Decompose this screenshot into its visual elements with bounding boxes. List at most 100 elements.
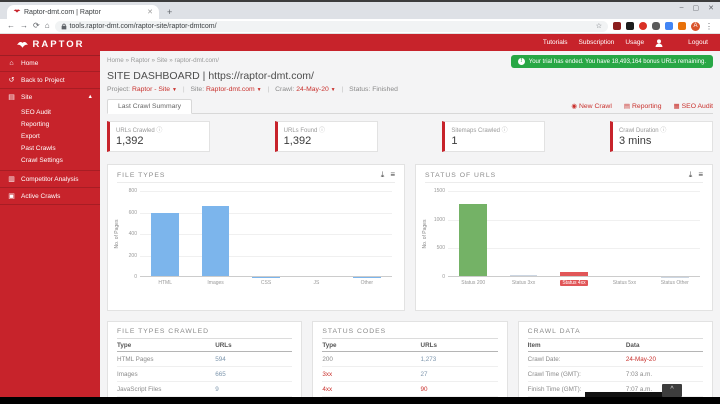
sidebar-item-home[interactable]: ⌂ Home (0, 56, 100, 72)
download-icon[interactable]: ⤓ (688, 170, 693, 179)
back-icon[interactable]: ← (7, 21, 15, 30)
table-row: JavaScript Files 9 (117, 381, 293, 397)
window-top-edge (0, 0, 720, 2)
logout-link[interactable]: Logout (688, 39, 708, 46)
y-tick: 200 (128, 252, 137, 259)
reporting-button[interactable]: ▤ Reporting (623, 103, 662, 110)
topbar-usage-link[interactable]: Usage (625, 39, 645, 46)
profile-avatar[interactable]: A (691, 21, 700, 31)
sidebar-item-label: Home (21, 60, 39, 67)
maximize-icon[interactable]: ▢ (692, 5, 700, 12)
plus-circle-icon: ◉ (571, 103, 577, 110)
sidebar-site-submenu: SEO Audit Reporting Export Past Crawls C… (0, 105, 100, 171)
sidebar-item-site[interactable]: ▤ Site ▲ (0, 89, 100, 105)
bar-status-200[interactable] (459, 204, 488, 277)
col-header: URLs (215, 339, 293, 352)
project-select[interactable]: Raptor - Site (131, 86, 171, 93)
table-title: CRAWL DATA (527, 328, 703, 339)
reload-icon[interactable]: ⟳ (33, 21, 40, 30)
page-title: SITE DASHBOARD | https://raptor-dmt.com/ (107, 70, 314, 82)
info-icon[interactable]: ⓘ (319, 128, 326, 134)
bar-chart-icon: ▥ (8, 176, 15, 183)
crawl-select[interactable]: 24-May-20 (296, 86, 329, 93)
status-of-urls-chart: STATUS OF URLS ⤓ ≡ No. of Pages 1500 100… (415, 164, 713, 311)
sidebar-item-reporting[interactable]: Reporting (21, 120, 50, 128)
sidebar-item-competitor-analysis[interactable]: ▥ Competitor Analysis (0, 171, 100, 188)
tab-last-crawl-summary[interactable]: Last Crawl Summary (107, 99, 193, 114)
info-icon[interactable]: ⓘ (156, 128, 163, 134)
extension-icon-2[interactable] (626, 22, 634, 30)
download-icon[interactable]: ⤓ (380, 170, 385, 179)
seo-audit-button[interactable]: ▦ SEO Audit (673, 103, 713, 110)
extension-icon-6[interactable] (678, 22, 686, 30)
bookmark-star-icon[interactable]: ☆ (595, 23, 602, 30)
browser-tab[interactable]: Raptor-dmt.com | Raptor ✕ (7, 5, 159, 19)
extension-icon-4[interactable] (652, 22, 660, 30)
extension-icon-3[interactable] (639, 22, 647, 30)
info-icon[interactable]: ⓘ (501, 128, 508, 134)
chart-menu-icon[interactable]: ≡ (390, 170, 395, 179)
site-select[interactable]: Raptor-dmt.com (205, 86, 255, 93)
table-row: Images 665 (117, 366, 293, 382)
scroll-top-button[interactable]: ^ (662, 384, 682, 397)
tab-close-icon[interactable]: ✕ (147, 9, 153, 16)
raptor-favicon (13, 9, 21, 13)
new-crawl-button[interactable]: ◉ New Crawl (571, 103, 612, 110)
raptor-logo[interactable]: RAPTOR (0, 34, 100, 56)
crawl-data-table: CRAWL DATA Item Data Crawl Date: 24-May-20… (517, 321, 713, 404)
topbar-tutorials-link[interactable]: Tutorials (542, 39, 568, 46)
separator: | (341, 86, 344, 93)
bar-html[interactable] (151, 213, 180, 277)
new-tab-button[interactable]: + (167, 7, 173, 17)
extension-icon-5[interactable] (665, 22, 673, 30)
col-header: URLs (420, 339, 498, 352)
bar-images[interactable] (201, 205, 230, 277)
grid-icon: ▦ (673, 103, 680, 110)
report-icon: ▤ (623, 103, 630, 110)
topbar-subscription-link[interactable]: Subscription (578, 39, 615, 46)
chevron-down-icon: ▼ (171, 87, 177, 93)
alert-icon: ! (517, 58, 525, 65)
browser-menu-icon[interactable]: ⋮ (705, 21, 713, 31)
file-types-crawled-table: FILE TYPES CRAWLED Type URLs HTML Pages 59… (107, 321, 303, 404)
table-row: Crawl Time (GMT): 7:03 a.m. (527, 366, 703, 382)
stat-value: 3 mins (618, 135, 652, 147)
bar-status-4xx[interactable] (560, 271, 588, 277)
sidebar-item-seo-audit[interactable]: SEO Audit (21, 108, 51, 116)
forward-icon[interactable]: → (20, 21, 28, 30)
y-axis-label: No. of Pages (422, 219, 428, 249)
table-title: STATUS CODES (322, 328, 498, 339)
sidebar-item-active-crawls[interactable]: ▣ Active Crawls (0, 188, 100, 205)
col-header: Data (625, 339, 703, 352)
sidebar-item-back-to-project[interactable]: ↺ Back to Project (0, 72, 100, 89)
y-tick: 0 (442, 274, 445, 280)
chart-title: STATUS OF URLS (425, 171, 497, 179)
close-icon[interactable]: ✕ (708, 5, 714, 12)
y-tick: 600 (128, 209, 137, 216)
status-codes-table: STATUS CODES Type URLs 200 1,273 3xx 27 4xx… (312, 321, 508, 404)
breadcrumb[interactable]: Home » Raptor » Site » raptor-dmt.com/ (107, 57, 219, 64)
stat-cards: URLs Crawled ⓘ 1,392 URLs Found ⓘ 1,392 … (107, 121, 713, 152)
x-axis-labels: Status 200 Status 3xx Status 4xx Status … (461, 280, 689, 286)
user-icon[interactable] (655, 38, 663, 47)
y-tick: 1000 (433, 216, 445, 223)
minimize-icon[interactable]: – (679, 4, 684, 11)
address-bar[interactable]: tools.raptor-dmt.com/raptor-site/raptor-… (54, 20, 608, 32)
table-row: HTML Pages 594 (117, 351, 293, 367)
sidebar-item-past-crawls[interactable]: Past Crawls (21, 144, 56, 152)
home-icon[interactable]: ⌂ (44, 21, 50, 30)
context-selectors: Project: Raptor - Site ▼ | Site: Raptor-… (107, 86, 713, 93)
info-icon[interactable]: ⓘ (660, 128, 667, 134)
sidebar-item-export[interactable]: Export (21, 132, 40, 140)
back-arrow-icon: ↺ (8, 77, 15, 84)
table-row: Crawl Date: 24-May-20 (527, 351, 703, 367)
stat-urls-crawled: URLs Crawled ⓘ 1,392 (107, 121, 210, 152)
extension-icon-1[interactable] (613, 22, 621, 30)
sidebar-item-crawl-settings[interactable]: Crawl Settings (21, 156, 63, 164)
y-tick: 800 (128, 188, 137, 194)
table-title: FILE TYPES CRAWLED (117, 328, 293, 339)
col-header: Type (117, 339, 216, 352)
chart-plot-area: No. of Pages 800 600 400 200 0 (114, 188, 392, 280)
chart-menu-icon[interactable]: ≡ (698, 170, 703, 179)
sidebar-item-label: Site (21, 93, 33, 101)
